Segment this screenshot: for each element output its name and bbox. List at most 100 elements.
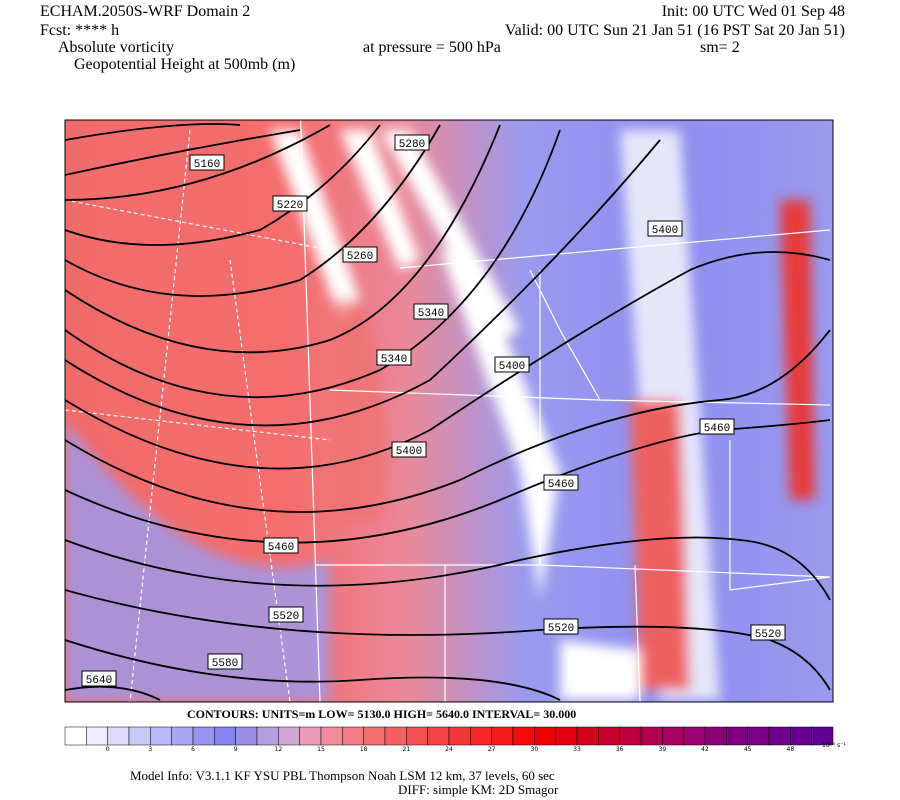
colorbar-cell [768,726,791,746]
contour-label-box [263,537,299,554]
contour-label: 5280 [399,139,425,151]
colorbar-units: 10⁻⁵ s⁻¹ [822,742,846,749]
colorbar-cell [384,726,407,746]
colorbar-label: 33 [573,746,581,753]
colorbar-cell [86,726,108,746]
colorbar-cell [576,726,599,746]
contour-label-box [543,474,579,491]
map-frame [64,119,834,703]
contour-label: 5520 [548,623,574,635]
contour-label: 5400 [499,361,525,373]
colorbar: 0 3 6 9 12 15 18 21 24 27 30 33 36 39 42 45 48 [64,726,834,753]
colorbar-label: 12 [275,746,283,753]
colorbar-cell [534,726,556,746]
colorbar-label: 9 [234,746,238,753]
colorbar-cell [491,726,514,746]
colorbar-cell [640,726,663,746]
colorbar-cell [619,726,642,746]
contour-label-box [207,653,243,670]
contour-label: 5400 [652,225,678,237]
contour-label-box [699,418,735,435]
colorbar-label: 6 [191,746,195,753]
colorbar-cell [278,726,300,746]
contour-label: 5340 [381,354,407,366]
contour-label-box [268,606,304,623]
colorbar-cell [192,726,215,746]
contour-label: 5460 [548,479,574,491]
contour-label: 5460 [704,423,730,435]
colorbar-label: 27 [488,746,496,753]
colorbar-cell [214,726,236,746]
colorbar-cell [235,726,258,746]
colorbar-cell [555,726,578,746]
colorbar-label: 18 [360,746,368,753]
colorbar-cell [342,726,364,746]
colorbar-cell [598,726,620,746]
colorbar-cell [790,726,812,746]
colorbar-cell [363,726,386,746]
colorbar-label: 24 [445,746,453,753]
forecast-hour: Fcst: **** h [40,22,119,39]
colorbar-cell [811,726,834,746]
colorbar-cell [128,726,151,746]
smoothing: sm= 2 [700,39,740,56]
contour-label-box [543,618,579,635]
contour-info: CONTOURS: UNITS=m LOW= 5130.0 HIGH= 5640… [187,707,576,721]
model-info: Model Info: V3.1.1 KF YSU PBL Thompson N… [130,768,555,783]
diff-info: DIFF: simple KM: 2D Smagor [398,782,559,797]
contour-label: 5400 [396,446,422,458]
contour-label-box [750,624,786,641]
colorbar-cell [427,726,450,746]
colorbar-cell [256,726,279,746]
contour-label: 5580 [212,658,238,670]
init-time: Init: 00 UTC Wed 01 Sep 48 [662,3,845,20]
contour-label-box [413,303,449,320]
contour-label-box [391,441,427,458]
colorbar-label: 39 [659,746,667,753]
contour-label-box [272,195,308,212]
contour-field: Geopotential Height at 500mb (m) [74,56,295,73]
colorbar-label: 0 [106,746,110,753]
contour-label-box [376,349,412,366]
colorbar-label: 21 [403,746,411,753]
colorbar-cell [299,726,322,746]
contour-label: 5460 [268,542,294,554]
contour-label-box [394,134,430,151]
pressure-level: at pressure = 500 hPa [363,39,501,56]
contour-label-box [342,246,378,263]
colorbar-label: 48 [787,746,795,753]
colorbar-cell [171,726,194,746]
colorbar-cell [726,726,748,746]
colorbar-cell [683,726,706,746]
contour-label: 5220 [277,200,303,212]
field-name: Absolute vorticity [58,39,174,56]
colorbar-label: 3 [148,746,152,753]
contour-label-box [494,356,530,373]
colorbar-cell [406,726,428,746]
colorbar-cell [704,726,727,746]
colorbar-cell [64,726,87,746]
title: ECHAM.2050S-WRF Domain 2 [40,3,250,20]
contour-label-box [647,220,683,237]
map-area [65,120,833,702]
colorbar-label: 45 [744,746,752,753]
valid-time: Valid: 00 UTC Sun 21 Jan 51 (16 PST Sat … [505,22,845,39]
contour-label-box [81,670,117,687]
contour-label: 5520 [755,629,781,641]
colorbar-cell [448,726,471,746]
colorbar-cell [470,726,492,746]
colorbar-cell [747,726,770,746]
contour-label: 5640 [86,675,112,687]
contour-label-box [189,154,225,171]
colorbar-label: 36 [616,746,624,753]
colorbar-label: 15 [317,746,325,753]
contour-label: 5520 [273,611,299,623]
colorbar-cell [107,726,130,746]
colorbar-cell [662,726,684,746]
contours [65,123,831,701]
borders [65,120,831,702]
colorbar-cell [320,726,343,746]
colorbar-label: 42 [701,746,709,753]
contour-labels: 5160 5280 5220 5260 5340 5340 5400 5400 5400 5460… [81,134,786,687]
